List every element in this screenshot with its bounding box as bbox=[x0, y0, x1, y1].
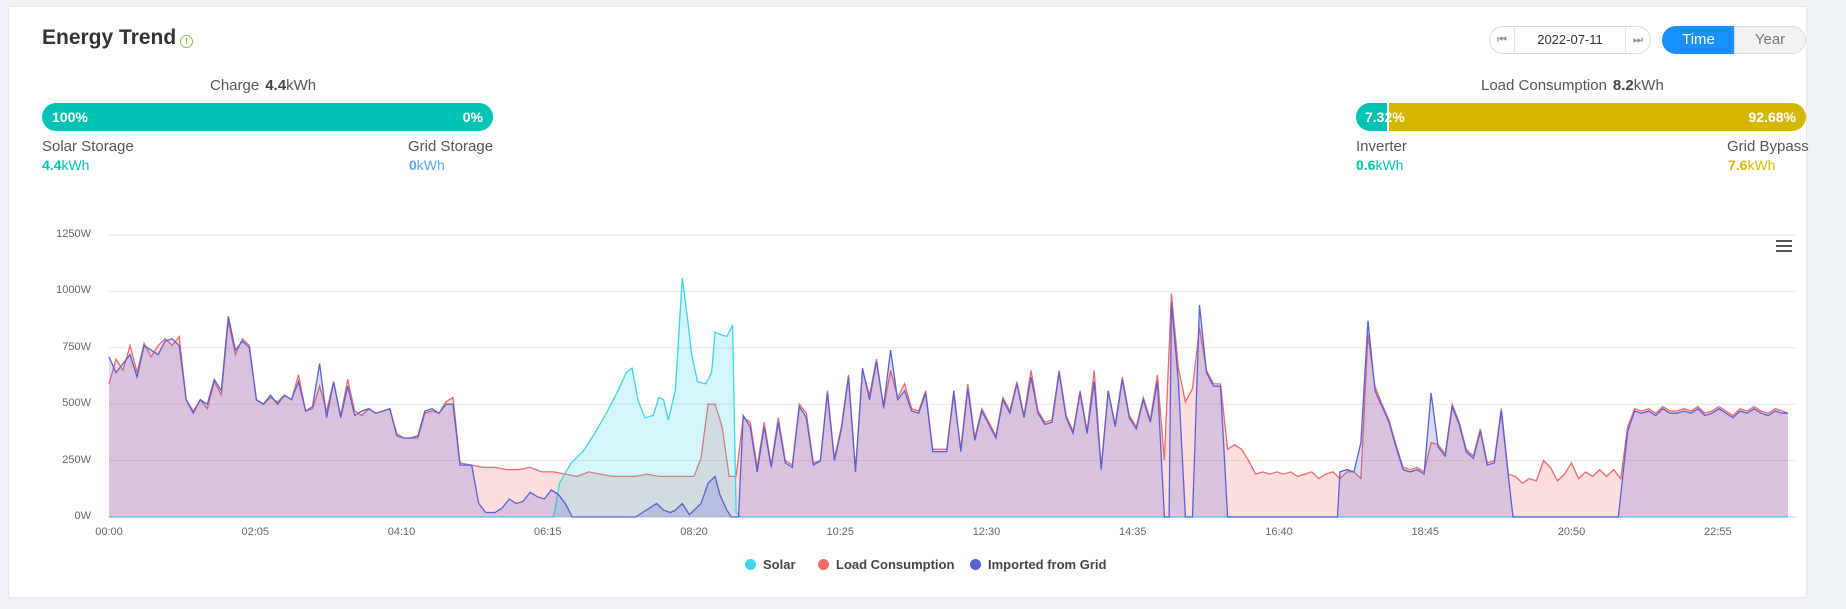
y-axis-tick-label: 750W bbox=[62, 340, 91, 353]
grid-bypass-value: 7.6kWh bbox=[1728, 157, 1776, 173]
x-axis-tick-label: 02:05 bbox=[241, 526, 270, 538]
date-value[interactable]: 2022-07-11 bbox=[1537, 32, 1603, 47]
charge-progress-bar: 100% 0% bbox=[42, 103, 493, 131]
charge-total: 4.4 bbox=[265, 77, 287, 94]
date-picker[interactable]: ⏮ 2022-07-11 ⏭ bbox=[1489, 26, 1651, 54]
legend-item-load-consumption[interactable]: Load Consumption bbox=[818, 557, 954, 572]
inverter-label: Inverter bbox=[1356, 138, 1407, 155]
x-axis-tick-label: 14:35 bbox=[1119, 526, 1147, 538]
x-axis-tick-label: 06:15 bbox=[533, 526, 562, 538]
page-title: Energy Trend bbox=[42, 26, 177, 49]
year-toggle-button[interactable]: Year bbox=[1734, 26, 1806, 54]
y-axis-tick-label: 500W bbox=[62, 397, 91, 410]
solar-storage-label: Solar Storage bbox=[42, 138, 134, 155]
x-axis-tick-label: 04:10 bbox=[387, 526, 416, 538]
inverter-percent: 7.32% bbox=[1365, 109, 1405, 125]
next-day-icon[interactable]: ⏭ bbox=[1625, 27, 1650, 53]
prev-day-icon[interactable]: ⏮ bbox=[1490, 27, 1515, 53]
inverter-value: 0.6kWh bbox=[1356, 157, 1404, 173]
load-inverter-fill bbox=[1356, 103, 1389, 131]
charge-label: Charge bbox=[210, 77, 260, 94]
charge-solar-fill bbox=[42, 103, 493, 131]
x-axis-tick-label: 12:30 bbox=[972, 526, 1001, 538]
legend-item-imported-from-grid[interactable]: Imported from Grid bbox=[970, 557, 1106, 572]
bypass-percent: 92.68% bbox=[1748, 109, 1796, 125]
load-legend-dot bbox=[818, 559, 829, 570]
charge-summary: Charge 4.4kWh bbox=[210, 77, 316, 94]
info-icon[interactable]: ! bbox=[180, 35, 193, 48]
hamburger-menu-icon[interactable] bbox=[1776, 240, 1792, 254]
solar-legend-dot bbox=[745, 559, 756, 570]
energy-trend-card bbox=[8, 6, 1807, 598]
solar-storage-value: 4.4kWh bbox=[42, 157, 90, 173]
charge-grid-percent: 0% bbox=[462, 109, 483, 125]
grid-legend-dot bbox=[970, 559, 981, 570]
y-axis-tick-label: 250W bbox=[62, 453, 91, 466]
charge-unit: kWh bbox=[286, 77, 317, 94]
grid-bypass-label: Grid Bypass bbox=[1727, 138, 1809, 155]
x-axis-tick-label: 10:25 bbox=[826, 526, 855, 538]
grid-storage-value: 0kWh bbox=[409, 157, 445, 173]
load-progress-bar: 7.32% 92.68% bbox=[1356, 103, 1806, 131]
x-axis-tick-label: 22:55 bbox=[1704, 526, 1732, 538]
time-toggle-button[interactable]: Time bbox=[1662, 26, 1735, 54]
load-unit: kWh bbox=[1633, 77, 1664, 94]
x-axis-tick-label: 16:40 bbox=[1265, 526, 1293, 538]
load-bypass-fill bbox=[1386, 103, 1806, 131]
load-total: 8.2 bbox=[1612, 77, 1634, 94]
legend-item-solar[interactable]: Solar bbox=[745, 557, 796, 572]
load-label: Load Consumption bbox=[1481, 77, 1607, 94]
y-axis-tick-label: 1000W bbox=[56, 284, 91, 297]
grid-storage-label: Grid Storage bbox=[408, 138, 494, 155]
x-axis-tick-label: 00:00 bbox=[95, 526, 123, 538]
x-axis-tick-label: 18:45 bbox=[1411, 526, 1440, 538]
x-axis-tick-label: 08:20 bbox=[680, 526, 708, 538]
x-axis-tick-label: 20:50 bbox=[1557, 526, 1586, 538]
y-axis-tick-label: 0W bbox=[74, 510, 92, 522]
charge-solar-percent: 100% bbox=[52, 109, 88, 125]
y-axis-tick-label: 1250W bbox=[56, 228, 91, 240]
load-summary: Load Consumption 8.2kWh bbox=[1481, 77, 1664, 94]
